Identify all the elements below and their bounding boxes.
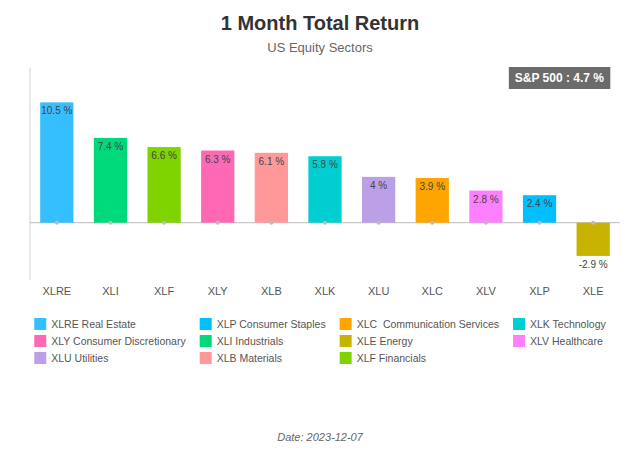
y-axis-line <box>30 68 31 280</box>
bar <box>40 102 73 222</box>
legend-label: XLU Utilities <box>51 352 108 364</box>
legend-swatch <box>34 335 46 347</box>
x-tick-label: XLB <box>261 285 282 297</box>
x-tick-label: XLV <box>476 285 497 297</box>
x-tick-label: XLY <box>208 285 229 297</box>
bar <box>255 153 288 223</box>
data-label: -2.9 % <box>579 259 608 270</box>
data-label: 3.9 % <box>419 181 445 192</box>
legend-item: XLB Materials <box>200 352 282 364</box>
zero-dot <box>484 221 488 225</box>
data-label: 6.3 % <box>205 154 231 165</box>
bars <box>40 102 610 256</box>
zero-dot <box>269 221 273 225</box>
legend-item: XLU Utilities <box>34 352 108 364</box>
bar <box>416 178 449 223</box>
bar <box>523 195 556 223</box>
legend-item: XLF Financials <box>340 352 426 364</box>
legend-label: XLK Technology <box>530 318 606 330</box>
legend-swatch <box>340 335 352 347</box>
legend-swatch <box>200 318 212 330</box>
legend-item: XLP Consumer Staples <box>200 318 326 330</box>
legend: XLRE Real Estate XLY Consumer Discretiona… <box>34 318 606 364</box>
legend-label: XLE Energy <box>357 335 414 347</box>
zero-dot <box>216 221 220 225</box>
bar <box>577 223 610 256</box>
bar <box>362 177 395 223</box>
legend-swatch <box>340 318 352 330</box>
legend-item: XLK Technology <box>513 318 606 330</box>
x-tick-label: XLK <box>315 285 336 297</box>
data-label: 6.6 % <box>151 150 177 161</box>
legend-label: XLC Communication Services <box>357 318 499 330</box>
bar <box>308 156 341 222</box>
data-label: 4 % <box>370 180 387 191</box>
bar <box>147 147 180 223</box>
x-tick-label: XLE <box>583 285 604 297</box>
data-label: 7.4 % <box>98 141 124 152</box>
legend-swatch <box>340 352 352 364</box>
data-label: 2.8 % <box>473 194 499 205</box>
zero-dot <box>591 221 595 225</box>
zero-dot <box>55 221 59 225</box>
data-label: 6.1 % <box>259 156 285 167</box>
annotation: S&P 500 : 4.7 % <box>515 71 604 85</box>
legend-label: XLP Consumer Staples <box>217 318 326 330</box>
legend-swatch <box>34 352 46 364</box>
bar <box>469 191 502 223</box>
x-tick-label: XLI <box>102 285 119 297</box>
legend-item: XLI Industrials <box>200 335 284 347</box>
zero-dot <box>162 221 166 225</box>
legend-label: XLV Healthcare <box>530 335 603 347</box>
bar <box>201 151 234 223</box>
legend-swatch <box>513 318 525 330</box>
legend-label: XLI Industrials <box>217 335 284 347</box>
subtitle: US Equity Sectors <box>267 40 373 55</box>
legend-label: XLB Materials <box>217 352 282 364</box>
zero-dot <box>108 221 112 225</box>
legend-item: XLE Energy <box>340 335 414 347</box>
zero-dot <box>538 221 542 225</box>
legend-swatch <box>34 318 46 330</box>
annotation-background <box>509 67 610 89</box>
legend-label: XLY Consumer Discretionary <box>51 335 186 347</box>
legend-swatch <box>200 352 212 364</box>
legend-item: XLY Consumer Discretionary <box>34 335 186 347</box>
title: 1 Month Total Return <box>221 12 420 34</box>
data-label: 2.4 % <box>527 198 553 209</box>
x-tick-label: XLC <box>422 285 443 297</box>
zero-dot <box>430 221 434 225</box>
bar <box>94 138 127 223</box>
annotation-box: S&P 500 : 4.7 % <box>509 67 610 89</box>
legend-item: XLC Communication Services <box>340 318 499 330</box>
x-tick-label: XLRE <box>42 285 71 297</box>
data-label: 5.8 % <box>312 159 338 170</box>
legend-item: XLV Healthcare <box>513 335 603 347</box>
legend-label: XLF Financials <box>357 352 426 364</box>
date-label: Date: 2023-12-07 <box>277 431 363 443</box>
chart: 1 Month Total Return US Equity Sectors 10.… <box>0 0 640 455</box>
legend-swatch <box>200 335 212 347</box>
zero-dot <box>323 221 327 225</box>
legend-label: XLRE Real Estate <box>51 318 136 330</box>
zero-dot <box>377 221 381 225</box>
data-label: 10.5 % <box>41 105 72 116</box>
legend-item: XLRE Real Estate <box>34 318 136 330</box>
legend-swatch <box>513 335 525 347</box>
x-tick-label: XLF <box>154 285 174 297</box>
x-tick-label: XLU <box>368 285 389 297</box>
x-tick-label: XLP <box>529 285 550 297</box>
